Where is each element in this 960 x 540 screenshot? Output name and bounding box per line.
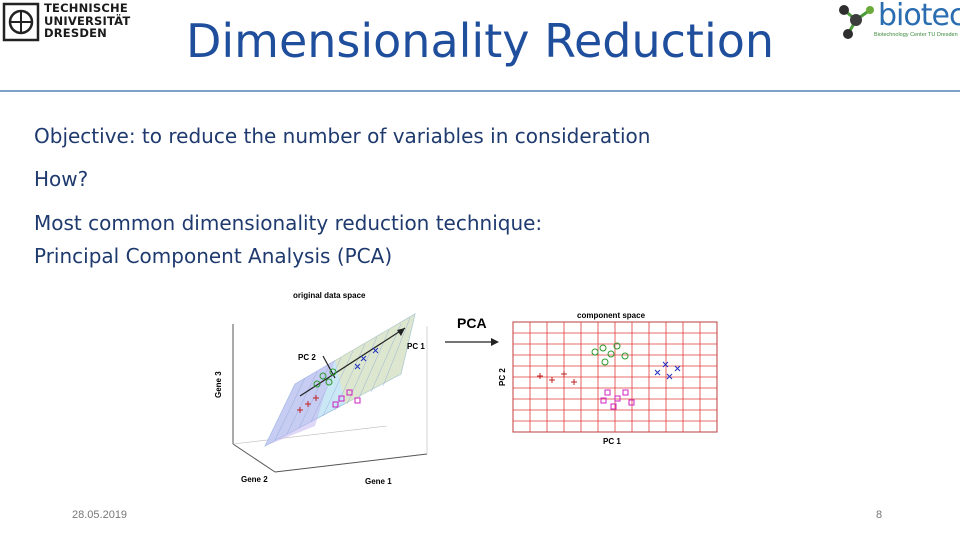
pca-illustration: original data space PC 1 PC 2 Gene 1 Gen… — [214, 291, 718, 486]
tu-logo-line2: UNIVERSITÄT — [44, 13, 131, 28]
slide-title: Dimensionality Reduction — [185, 14, 775, 68]
page-number: 8 — [876, 509, 883, 521]
technique-line: Most common dimensionality reduction tec… — [34, 211, 543, 235]
pca-arrow: PCA — [445, 315, 499, 346]
gene1-label: Gene 1 — [365, 477, 392, 486]
component-pc1-label: PC 1 — [603, 437, 621, 446]
component-space-title: component space — [577, 311, 646, 320]
biotec-logo: biotec Biotechnology Center TU Dresden — [836, 0, 960, 46]
pca-line: Principal Component Analysis (PCA) — [34, 244, 393, 268]
gene3-label: Gene 3 — [214, 371, 223, 398]
tu-dresden-crest-icon — [2, 2, 40, 42]
biotec-tagline: Biotechnology Center TU Dresden — [874, 32, 958, 38]
component-space-plot: component space PC 1 PC 2 — [498, 311, 718, 446]
pc1-label: PC 1 — [407, 342, 425, 351]
component-grid — [512, 321, 718, 433]
tu-dresden-logo: TECHNISCHE UNIVERSITÄT DRESDEN — [2, 2, 142, 46]
pca-arrow-label: PCA — [457, 315, 487, 331]
how-line: How? — [34, 167, 89, 191]
tu-logo-line1: TECHNISCHE — [44, 1, 128, 15]
original-space-plot: original data space PC 1 PC 2 Gene 1 Gen… — [214, 291, 428, 486]
pc2-label: PC 2 — [298, 353, 316, 362]
component-pc2-label: PC 2 — [498, 368, 507, 386]
biotec-wordmark: biotec — [878, 0, 960, 33]
original-space-title: original data space — [293, 291, 366, 300]
molecule-icon — [839, 5, 874, 39]
header-divider — [0, 90, 960, 92]
objective-line: Objective: to reduce the number of varia… — [34, 124, 651, 148]
tu-logo-line3: DRESDEN — [44, 26, 107, 40]
pca-figure: original data space PC 1 PC 2 Gene 1 Gen… — [205, 286, 725, 492]
footer-date: 28.05.2019 — [72, 509, 128, 521]
gene2-label: Gene 2 — [241, 475, 268, 484]
